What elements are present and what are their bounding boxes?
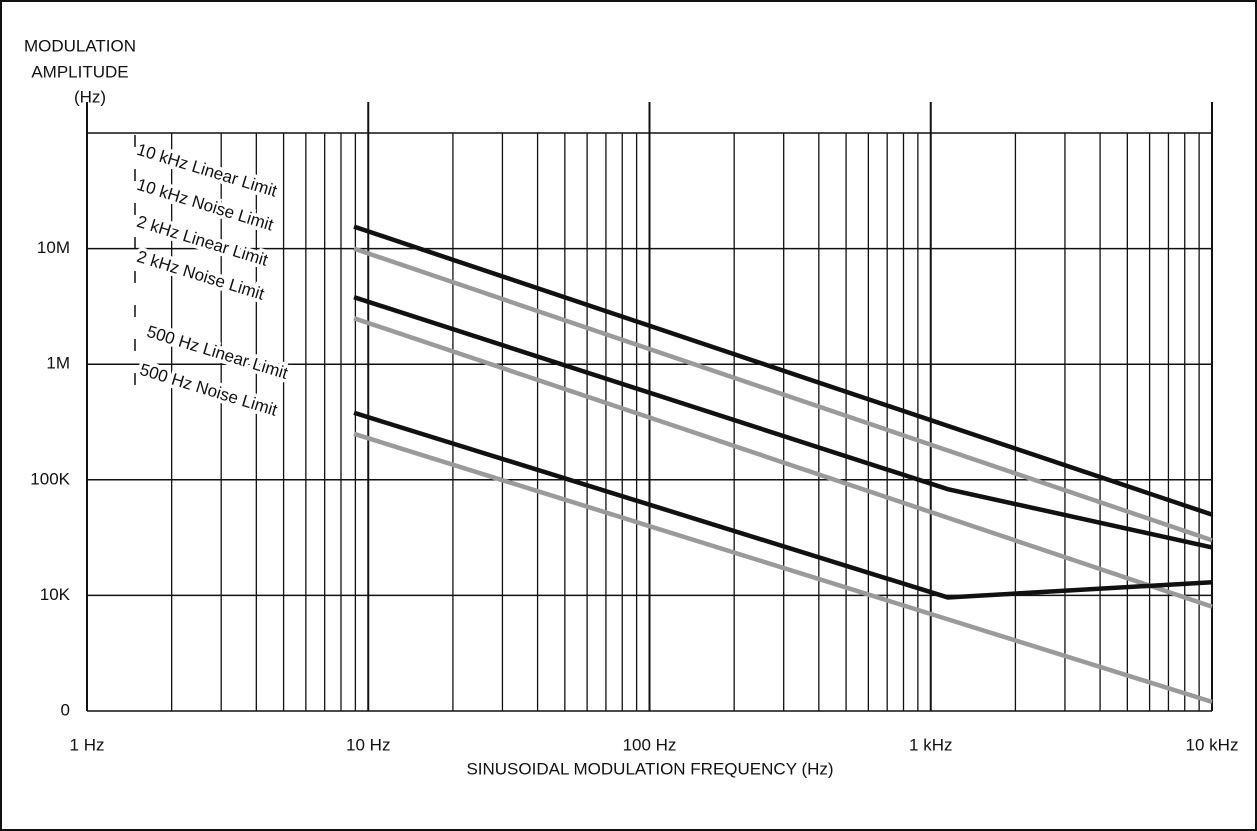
series-line — [353, 295, 1213, 550]
series-line — [353, 246, 1213, 543]
y-axis-label: (Hz) — [74, 87, 106, 106]
y-tick-label: 10K — [40, 585, 71, 604]
y-axis-label: AMPLITUDE — [31, 62, 128, 81]
y-axis-label: MODULATION — [24, 36, 136, 55]
y-tick-label: 10M — [37, 238, 70, 257]
x-axis-label: SINUSOIDAL MODULATION FREQUENCY (Hz) — [466, 759, 833, 778]
y-tick-label: 1M — [46, 354, 70, 373]
y-tick-label: 100K — [30, 469, 70, 488]
x-tick-label: 10 kHz — [1186, 735, 1239, 754]
series-line — [353, 410, 1213, 600]
y-tick-label: 0 — [61, 700, 70, 719]
x-tick-label: 100 Hz — [623, 735, 677, 754]
x-tick-label: 1 Hz — [70, 735, 105, 754]
x-tick-label: 10 Hz — [346, 735, 390, 754]
x-tick-label: 1 kHz — [909, 735, 952, 754]
series-line — [353, 224, 1213, 517]
series-line — [353, 431, 1213, 704]
series-line — [353, 316, 1213, 609]
